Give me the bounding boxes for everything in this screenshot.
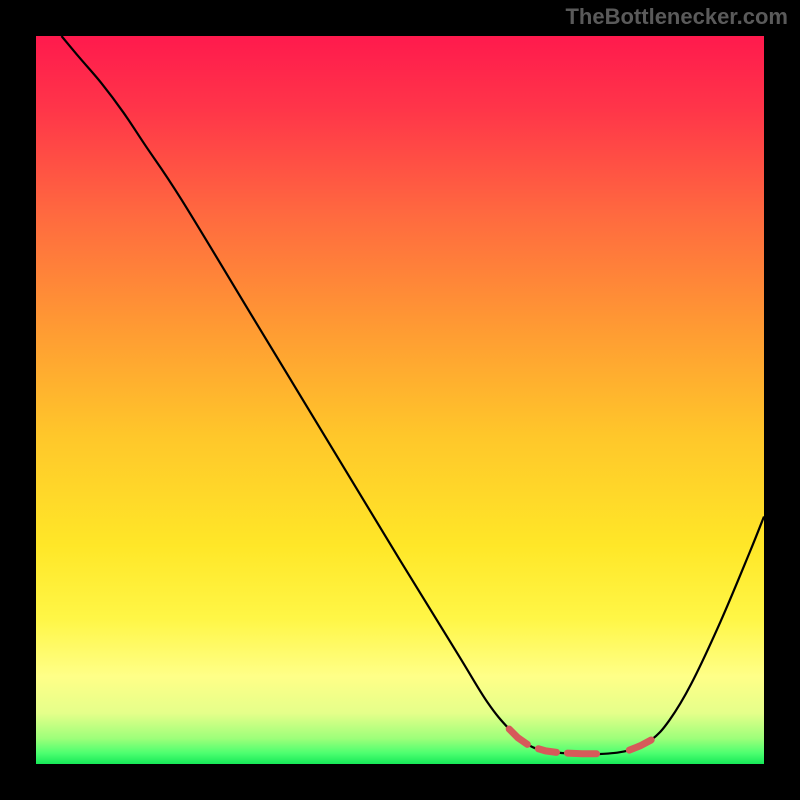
highlight-segment (538, 749, 556, 753)
highlight-segment (567, 753, 596, 754)
chart-container: TheBottlenecker.com (0, 0, 800, 800)
watermark-text: TheBottlenecker.com (565, 4, 788, 30)
plot-svg (0, 0, 800, 800)
